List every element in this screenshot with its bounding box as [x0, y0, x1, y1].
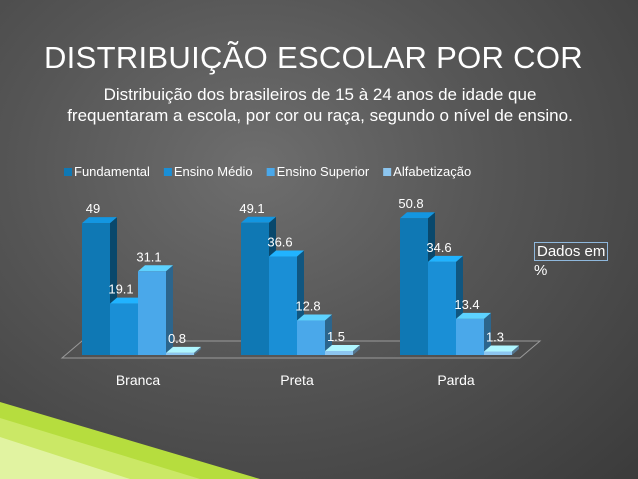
data-label: 19.1	[108, 282, 133, 297]
bar-top	[241, 216, 276, 223]
slide-title: DISTRIBUIÇÃO ESCOLAR POR COR	[44, 40, 583, 75]
data-label: 13.4	[454, 297, 479, 312]
category-label: Preta	[280, 372, 314, 388]
data-label: 49.1	[239, 201, 264, 216]
note-line-2: %	[534, 262, 548, 279]
bar	[110, 303, 138, 355]
subtitle-line-2: frequentaram a escola, por cor ou raça, …	[67, 106, 573, 125]
bar	[269, 256, 297, 355]
bar	[297, 320, 325, 355]
bar-top	[138, 265, 173, 272]
legend-swatch	[266, 168, 275, 176]
legend-label: Ensino Superior	[277, 164, 370, 179]
bar-top	[456, 312, 491, 319]
data-label: 12.8	[295, 299, 320, 314]
bar-top	[269, 250, 304, 257]
bar-side	[512, 345, 519, 355]
category-label: Branca	[116, 372, 161, 388]
bar	[456, 318, 484, 355]
legend-swatch	[64, 168, 72, 176]
bar	[484, 351, 512, 355]
bar-side	[353, 344, 360, 355]
bar	[241, 222, 269, 355]
bar-side	[325, 314, 332, 355]
bar	[428, 261, 456, 355]
bar	[82, 223, 110, 355]
bar	[400, 218, 428, 355]
bar-top	[166, 346, 201, 353]
legend-swatch	[163, 168, 172, 176]
legend-label: Alfabetização	[393, 164, 471, 179]
data-label: 0.8	[168, 331, 186, 346]
bar-top	[400, 212, 435, 219]
legend-label: Fundamental	[74, 164, 150, 179]
category-label: Parda	[437, 372, 475, 388]
bar-top	[484, 345, 519, 352]
chart-floor	[60, 340, 542, 359]
data-unit-note: Dados em %	[534, 242, 614, 280]
bar-side	[166, 265, 173, 355]
legend-label: Ensino Médio	[174, 164, 253, 179]
legend-swatch	[383, 168, 392, 176]
data-label: 34.6	[426, 240, 451, 255]
data-label: 49	[86, 201, 100, 216]
note-line-1: Dados em	[534, 242, 609, 261]
data-label: 1.3	[486, 330, 504, 345]
slide-subtitle: Distribuição dos brasileiros de 15 à 24 …	[20, 84, 620, 126]
data-label: 36.6	[267, 234, 292, 249]
bar-top	[82, 217, 117, 224]
bar-top	[297, 314, 332, 321]
bar-top	[428, 255, 463, 262]
data-label: 50.8	[398, 196, 423, 211]
data-label: 31.1	[136, 249, 161, 264]
bar-top	[110, 297, 145, 304]
bar	[138, 271, 166, 355]
bar	[166, 352, 194, 355]
bar-side	[194, 346, 201, 355]
subtitle-line-1: Distribuição dos brasileiros de 15 à 24 …	[103, 85, 537, 104]
bar-top	[325, 344, 360, 351]
data-label: 1.5	[327, 329, 345, 344]
bar	[325, 350, 353, 355]
bar-side	[484, 312, 491, 355]
